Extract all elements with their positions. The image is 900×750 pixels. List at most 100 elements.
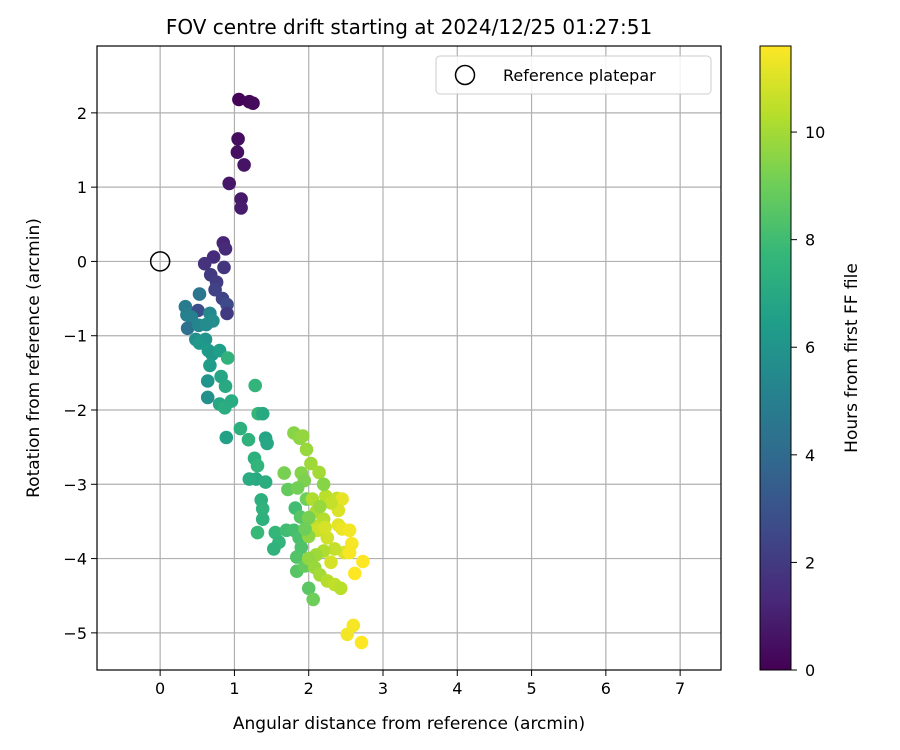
data-point — [301, 510, 316, 525]
data-point — [230, 145, 245, 159]
colorbar-tick-label: 6 — [805, 338, 815, 357]
data-point — [233, 421, 248, 436]
data-point — [192, 287, 207, 301]
data-point — [342, 523, 357, 538]
data-point — [220, 351, 235, 365]
data-point — [312, 465, 326, 480]
y-axis-label: Rotation from reference (arcmin) — [24, 218, 44, 498]
legend-label: Reference platepar — [503, 66, 656, 85]
y-tick-label: −2 — [63, 401, 87, 420]
y-tick-label: 1 — [77, 178, 87, 197]
plot-frame — [96, 45, 722, 671]
data-point — [219, 430, 234, 445]
y-tick-label: −5 — [63, 624, 87, 643]
data-point — [333, 581, 348, 596]
data-point — [306, 592, 321, 607]
data-point — [203, 358, 217, 373]
x-axis-label: Angular distance from reference (arcmin) — [233, 714, 585, 734]
data-point — [324, 555, 338, 570]
data-point — [255, 406, 270, 421]
colorbar-label: Hours from first FF file — [842, 263, 862, 453]
data-point — [218, 379, 233, 394]
reference-platepar-marker — [149, 251, 171, 272]
data-points — [178, 92, 370, 650]
data-point — [241, 432, 256, 447]
colorbar-ticks: 0 2 4 6 8 10 — [791, 123, 825, 680]
data-point — [208, 282, 222, 297]
x-tick-label: 5 — [526, 679, 536, 698]
data-point — [237, 158, 251, 172]
data-point — [200, 390, 215, 405]
data-point — [313, 499, 327, 514]
data-point — [250, 525, 265, 540]
data-point — [197, 256, 212, 271]
colorbar-tick-label: 4 — [805, 446, 815, 465]
x-tick-label: 2 — [304, 679, 314, 698]
legend-box — [435, 55, 712, 95]
data-point — [218, 242, 233, 256]
data-point — [255, 512, 270, 526]
data-point — [324, 496, 338, 510]
colorbar-tick-label: 8 — [805, 231, 815, 250]
y-tick-label: −4 — [63, 550, 87, 569]
data-point — [301, 581, 316, 596]
grid-lines — [97, 46, 721, 670]
data-point — [348, 566, 362, 581]
x-tick-label: 3 — [378, 679, 388, 698]
data-point — [298, 522, 312, 536]
data-point — [250, 458, 265, 473]
data-point — [260, 436, 274, 451]
x-tick-label: 6 — [601, 679, 611, 698]
data-point — [304, 456, 318, 471]
data-point — [327, 542, 342, 556]
colorbar-tick-label: 2 — [805, 553, 815, 572]
x-tick-label: 0 — [155, 679, 165, 698]
legend-marker-icon — [454, 64, 476, 86]
y-tick-label: 0 — [77, 252, 87, 271]
data-point — [242, 472, 257, 486]
data-point — [316, 477, 331, 492]
data-point — [217, 260, 231, 275]
data-point — [199, 317, 213, 332]
data-point — [246, 96, 260, 110]
data-point — [231, 132, 245, 146]
y-axis-ticks: −5 −4 −3 −2 −1 0 1 2 — [63, 104, 97, 643]
data-point — [340, 627, 355, 642]
legend: Reference platepar — [435, 55, 712, 95]
data-point — [296, 429, 310, 443]
colorbar-tick-label: 0 — [805, 661, 815, 680]
data-point — [290, 550, 304, 564]
data-point — [342, 545, 357, 560]
x-axis-ticks: 0 1 2 3 4 5 6 7 — [155, 670, 685, 698]
data-point — [224, 394, 239, 408]
x-tick-label: 1 — [229, 679, 239, 698]
data-point — [277, 466, 292, 480]
data-point — [234, 201, 248, 215]
x-tick-label: 7 — [675, 679, 685, 698]
data-point — [232, 92, 246, 107]
data-point — [200, 374, 215, 388]
colorbar — [759, 45, 792, 671]
data-point — [354, 635, 369, 650]
data-point — [222, 176, 236, 191]
y-tick-label: −3 — [63, 475, 87, 494]
data-point — [248, 378, 262, 393]
chart-title: FOV centre drift starting at 2024/12/25 … — [166, 15, 652, 39]
data-point — [320, 531, 335, 545]
y-tick-label: −1 — [63, 327, 87, 346]
data-point — [290, 481, 305, 495]
data-point — [299, 442, 314, 457]
y-tick-label: 2 — [77, 104, 87, 123]
data-point — [180, 321, 195, 336]
data-point — [255, 502, 270, 516]
x-tick-label: 4 — [452, 679, 462, 698]
data-point — [192, 336, 207, 350]
data-point — [258, 475, 273, 489]
data-point — [267, 542, 281, 556]
data-point — [220, 306, 234, 321]
colorbar-tick-label: 10 — [805, 123, 825, 142]
data-point — [318, 520, 332, 535]
data-point — [335, 492, 349, 506]
data-point — [356, 554, 370, 569]
